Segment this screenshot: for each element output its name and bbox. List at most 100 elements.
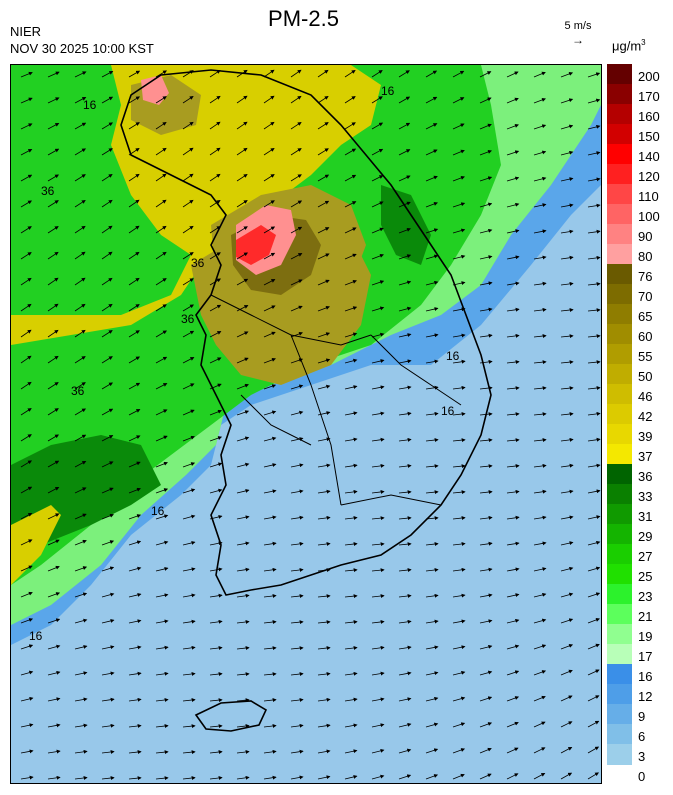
legend-swatch [607,244,632,265]
wind-arrow-icon [344,122,356,130]
wind-arrow-icon [101,382,113,390]
wind-arrow-icon [236,69,248,78]
wind-arrow-icon [128,330,140,338]
wind-arrow-icon [155,619,169,624]
legend-label: 65 [638,309,653,324]
wind-arrow-icon [101,277,113,286]
wind-arrow-icon [209,278,221,286]
legend-swatch [607,424,632,445]
wind-arrow-icon [317,463,331,468]
wind-arrow-icon [371,253,384,260]
legend-label: 25 [638,569,653,584]
wind-arrow-icon [398,359,412,364]
wind-arrow-icon [533,412,547,417]
contour-label: 16 [83,98,97,112]
wind-arrow-icon [263,436,277,442]
wind-arrow-icon [209,593,223,598]
legend-swatch [607,744,632,765]
wind-arrow-icon [452,70,465,78]
legend-label: 150 [638,129,660,144]
unit-prefix: μg/m [612,38,642,54]
wind-arrow-icon [371,359,385,364]
wind-arrow-icon [290,95,302,104]
wind-arrow-icon [371,542,385,547]
wind-arrow-icon [101,592,115,598]
wind-arrow-icon [101,251,113,260]
wind-arrow-icon [74,775,88,780]
wind-arrow-icon [47,592,61,598]
wind-arrow-icon [20,618,34,624]
contour-label: 16 [29,629,43,643]
wind-arrow-icon [20,749,34,754]
wind-arrow-icon [371,148,384,156]
wind-arrow-icon [263,541,277,546]
wind-arrow-icon [101,749,115,754]
wind-arrow-icon [533,150,547,156]
wind-arrow-icon [506,541,520,546]
wind-arrow-icon [74,539,87,546]
wind-arrow-icon [47,123,60,130]
legend-swatch [607,104,632,125]
wind-arrow-icon [317,437,331,442]
wind-arrow-icon [479,97,492,104]
wind-arrow-icon [587,669,600,676]
wind-arrow-icon [452,359,466,364]
wind-arrow-icon [74,671,88,676]
wind-arrow-icon [209,645,223,650]
wind-arrow-icon [398,463,412,468]
wind-arrow-icon [263,489,277,494]
wind-arrow-icon [74,749,88,754]
wind-arrow-icon [506,229,520,234]
wind-arrow-icon [425,254,439,260]
wind-arrow-icon [344,385,358,390]
wind-arrow-icon [452,307,466,312]
wind-arrow-icon [533,124,547,130]
wind-arrow-icon [209,409,222,416]
wind-arrow-icon [452,281,466,286]
legend-label: 170 [638,89,660,104]
wind-arrow-icon [209,199,221,208]
wind-arrow-icon [425,438,439,443]
legend-label: 140 [638,149,660,164]
wind-arrow-icon [290,463,304,468]
wind-arrow-icon [371,723,385,728]
wind-arrow-icon [371,96,383,104]
wind-arrow-icon [425,542,439,547]
wind-arrow-icon [20,97,33,104]
wind-arrow-icon [290,358,304,364]
wind-arrow-icon [587,98,601,104]
legend-label: 31 [638,509,653,524]
legend-swatch [607,544,632,565]
wind-arrow-icon [479,123,492,130]
wind-arrow-icon [452,748,466,754]
wind-arrow-icon [317,69,329,78]
wind-arrow-icon [155,514,169,520]
wind-arrow-icon [290,515,304,520]
map-canvas: 16 36 36 16 36 16 16 16 16 36 [11,65,601,783]
wind-arrow-icon [371,568,385,573]
legend-label: 39 [638,429,653,444]
legend-label: 21 [638,609,653,624]
wind-arrow-icon [479,333,493,338]
wind-arrow-icon [560,489,574,494]
wind-arrow-icon [344,96,356,104]
wind-arrow-icon [263,723,277,728]
wind-arrow-icon [209,488,223,494]
region-yellow [11,65,381,585]
wind-arrow-icon [533,176,547,182]
wind-arrow-icon [317,749,331,754]
wind-arrow-icon [398,697,412,702]
wind-arrow-icon [263,226,276,234]
wind-arrow-icon [74,122,87,130]
wind-arrow-icon [47,775,61,780]
wind-arrow-icon [533,618,547,624]
wind-arrow-icon [74,382,86,390]
wind-arrow-icon [425,280,439,286]
wind-arrow-icon [506,593,520,598]
legend-label: 90 [638,229,653,244]
wind-arrow-icon [425,645,439,650]
wind-arrow-icon [209,121,221,130]
wind-arrow-icon [128,723,142,728]
wind-arrow-icon [344,568,358,573]
wind-arrow-icon [209,147,221,156]
